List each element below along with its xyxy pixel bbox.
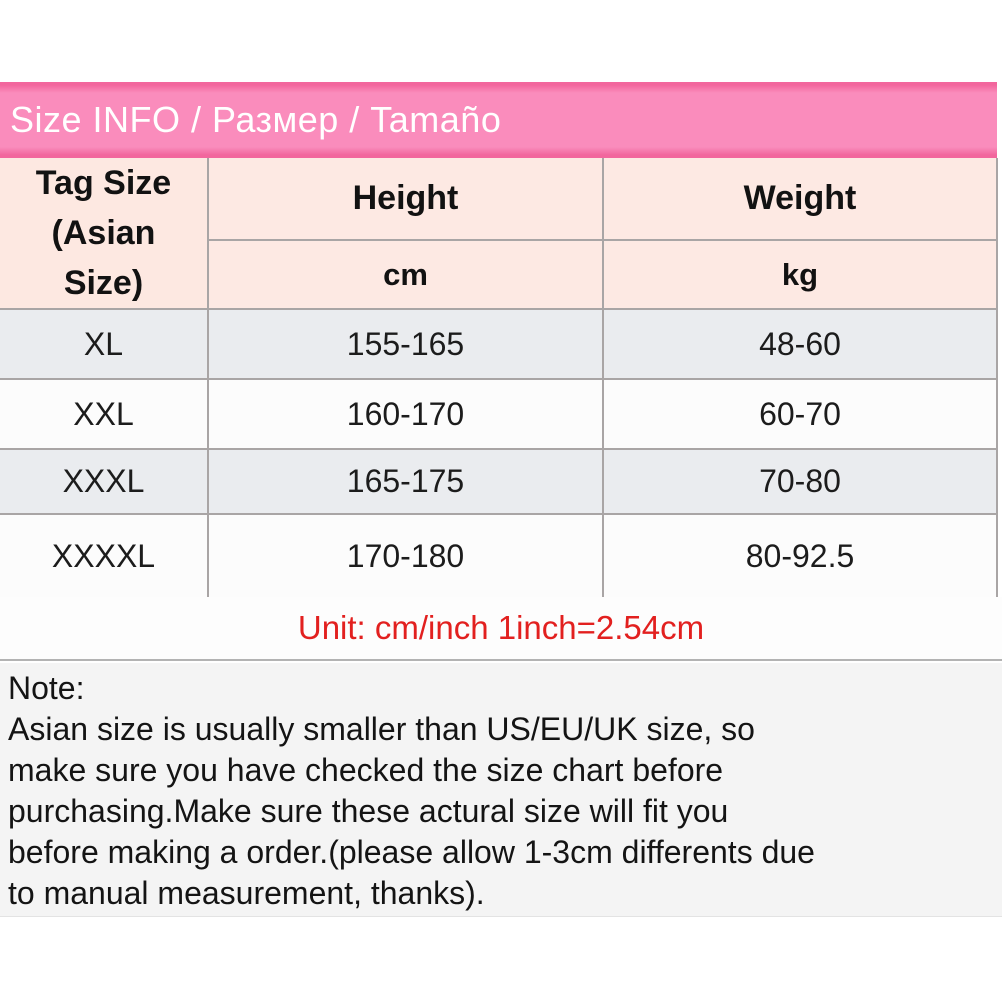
note-text-line: purchasing.Make sure these actural size …	[8, 793, 729, 829]
note-text-line: before making a order.(please allow 1-3c…	[8, 834, 815, 870]
tag-size-line: Tag Size	[35, 164, 172, 202]
note-section: Note: Asian size is usually smaller than…	[0, 663, 1002, 917]
weight-column-header: Weight	[602, 158, 998, 242]
height-cell: 155-165	[207, 308, 604, 380]
note-heading: Note:	[8, 670, 85, 706]
table-row: XL 155-165 48-60	[0, 308, 998, 380]
table-row: XXL 160-170 60-70	[0, 378, 998, 450]
note-text-line: to manual measurement, thanks).	[8, 875, 485, 911]
height-cell: 170-180	[207, 513, 604, 600]
unit-conversion-text: Unit: cm/inch 1inch=2.54cm	[297, 609, 705, 646]
size-cell: XL	[0, 308, 209, 380]
size-cell: XXL	[0, 378, 209, 450]
page-title: Size INFO / Размер / Tamaño	[10, 99, 502, 140]
note-text-line: Asian size is usually smaller than US/EU…	[8, 711, 755, 747]
height-cell: 160-170	[207, 378, 604, 450]
size-cell: XXXL	[0, 448, 209, 515]
size-cell: XXXXL	[0, 513, 209, 600]
table-row: XXXXL 170-180 80-92.5	[0, 513, 998, 600]
table-header-row-units: cm kg	[0, 239, 998, 310]
size-table: Tag Size (Asian Size) Height Weight cm k…	[0, 158, 998, 600]
table-header-row-labels: Tag Size (Asian Size) Height Weight	[0, 158, 998, 310]
weight-unit-header: kg	[602, 239, 998, 310]
title-banner: Size INFO / Размер / Tamaño	[0, 82, 997, 158]
unit-conversion-row: Unit: cm/inch 1inch=2.54cm	[0, 597, 1002, 661]
table-row: XXXL 165-175 70-80	[0, 448, 998, 515]
height-cell: 165-175	[207, 448, 604, 515]
height-unit-header: cm	[208, 239, 604, 310]
weight-cell: 48-60	[602, 308, 998, 380]
weight-cell: 70-80	[602, 448, 998, 515]
tag-size-line: Size)	[63, 264, 144, 302]
tag-size-header: Tag Size (Asian Size)	[0, 158, 209, 310]
tag-size-line: (Asian	[51, 214, 156, 252]
height-column-header: Height	[207, 158, 604, 242]
weight-cell: 60-70	[602, 378, 998, 450]
weight-cell: 80-92.5	[602, 513, 998, 600]
note-text-line: make sure you have checked the size char…	[8, 752, 724, 788]
